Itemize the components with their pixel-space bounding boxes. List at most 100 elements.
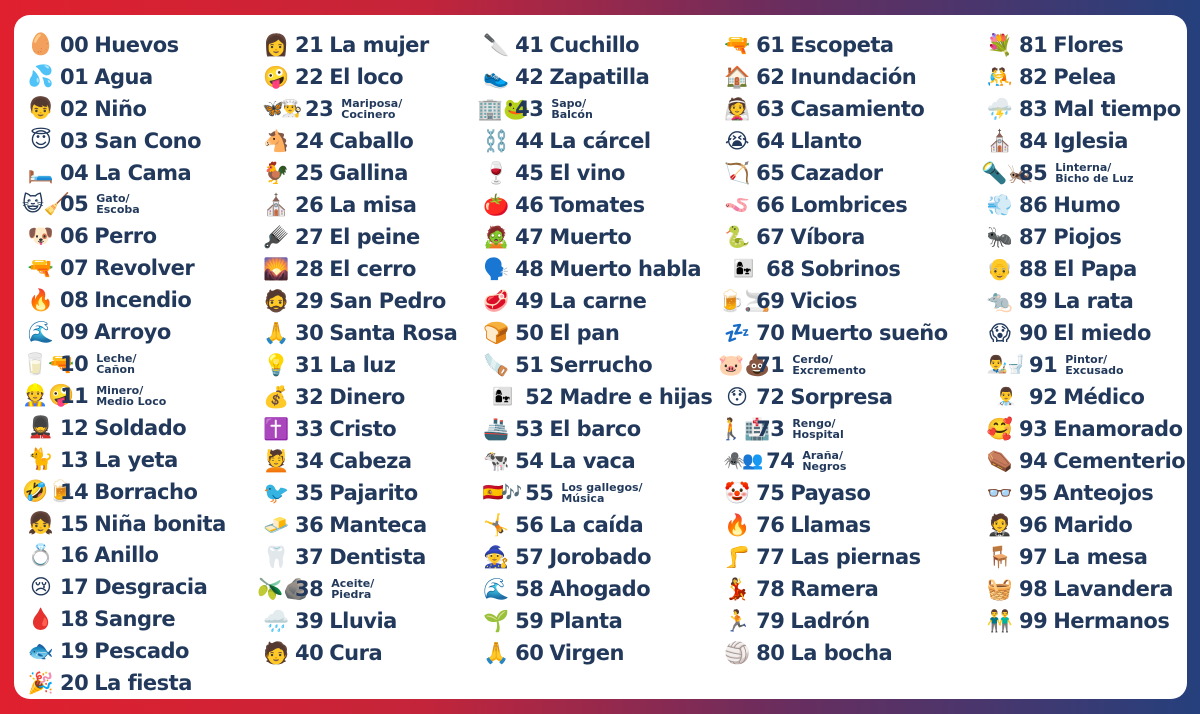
- item-label: Linterna/ Bicho de Luz: [1055, 161, 1134, 185]
- item-label: La carne: [549, 289, 647, 313]
- item-label: Gato/ Escoba: [96, 192, 140, 217]
- item-emoji-icon: 🗣️: [483, 256, 510, 281]
- item-label: Rengo/ Hospital: [792, 417, 844, 441]
- item-label: Flores: [1053, 33, 1124, 57]
- list-item-76: 🔥 76 Llamas: [718, 509, 981, 541]
- item-emoji-icon: 💍: [27, 542, 55, 567]
- item-number: 93: [1019, 417, 1048, 441]
- item-emoji-icon: ⛓️: [483, 128, 510, 153]
- item-label: Leche/ Cañon: [96, 352, 137, 377]
- item-emoji-icon: 💆: [262, 448, 290, 473]
- item-label: Pintor/ Excusado: [1065, 353, 1124, 377]
- item-emoji-icon: 💐: [986, 32, 1014, 57]
- list-item-87: 🐜 87 Piojos: [981, 221, 1181, 253]
- list-item-91: 👨‍🎨🚽 91 Pintor/ Excusado: [981, 349, 1181, 381]
- list-item-36: 🧈 36 Manteca: [257, 509, 477, 541]
- item-number: 53: [515, 417, 544, 441]
- item-label: Cementerio: [1053, 449, 1186, 473]
- item-label: Ahogado: [549, 577, 651, 601]
- item-number: 03: [60, 128, 89, 153]
- item-emoji-icon: 💡: [262, 352, 290, 377]
- item-label: Planta: [549, 609, 623, 633]
- list-item-35: 🐦 35 Pajarito: [257, 477, 477, 509]
- item-label: Muerto: [549, 225, 632, 249]
- item-label: Ladrón: [790, 609, 870, 633]
- item-number: 72: [756, 385, 785, 409]
- item-label: Hermanos: [1053, 609, 1170, 633]
- list-item-33: ✝️ 33 Cristo: [257, 413, 477, 445]
- item-number: 43: [515, 97, 544, 121]
- list-item-63: 👰 63 Casamiento: [718, 93, 981, 125]
- item-emoji-icon: 👩‍👧: [733, 258, 754, 279]
- item-number: 44: [515, 129, 544, 153]
- list-item-92: 👨‍⚕️ 92 Médico: [981, 381, 1181, 413]
- item-emoji-icon: ⛪: [986, 128, 1014, 153]
- list-item-68: 👩‍👧 68 Sobrinos: [718, 253, 981, 285]
- list-item-70: 💤 70 Muerto sueño: [718, 317, 981, 349]
- item-label: El pan: [549, 321, 620, 345]
- list-item-61: 🔫 61 Escopeta: [718, 29, 981, 61]
- item-emoji-icon: ⚰️: [986, 448, 1014, 473]
- item-number: 30: [295, 321, 324, 345]
- item-number: 00: [60, 32, 89, 57]
- item-number: 17: [60, 575, 89, 600]
- item-emoji-icon: 🌱: [483, 608, 510, 633]
- item-emoji-icon: 👓: [986, 480, 1014, 505]
- item-label: Pajarito: [329, 481, 418, 505]
- item-emoji-icon: 🤡: [724, 480, 751, 505]
- list-item-75: 🤡 75 Payaso: [718, 477, 981, 509]
- list-item-32: 💰 32 Dinero: [257, 381, 477, 413]
- item-number: 07: [60, 256, 89, 281]
- item-number: 59: [515, 609, 544, 633]
- item-label: Inundación: [790, 65, 917, 89]
- item-number: 33: [295, 417, 324, 441]
- item-label: Minero/ Medio Loco: [96, 383, 167, 408]
- item-number: 31: [295, 353, 324, 377]
- item-number: 66: [756, 193, 785, 217]
- item-emoji-icon: 💃: [724, 576, 751, 601]
- list-item-17: 😢 17 Desgracia: [22, 571, 257, 603]
- item-label: Muerto habla: [549, 257, 702, 281]
- item-emoji-icon: ✝️: [262, 416, 290, 441]
- item-emoji-icon: 👰: [724, 96, 751, 121]
- item-emoji-icon: ⛪: [262, 192, 290, 217]
- item-number: 48: [515, 257, 544, 281]
- item-emoji-icon: 🤸: [483, 512, 510, 537]
- item-number: 95: [1019, 481, 1048, 505]
- item-number: 74: [766, 449, 795, 473]
- item-number: 32: [295, 385, 324, 409]
- item-number: 15: [60, 511, 89, 536]
- item-emoji-icon: 🧑: [262, 640, 290, 665]
- item-label: Tomates: [549, 193, 645, 217]
- item-label: Cristo: [329, 417, 397, 441]
- item-number: 60: [515, 641, 544, 665]
- list-item-10: 🥛🔫 10 Leche/ Cañon: [22, 348, 257, 380]
- item-emoji-icon: 🌄: [262, 256, 290, 281]
- item-number: 94: [1019, 449, 1048, 473]
- item-emoji-icon: 🧺: [986, 576, 1014, 601]
- item-number: 39: [295, 609, 324, 633]
- item-number: 84: [1019, 129, 1048, 153]
- item-label: Cerdo/ Excremento: [792, 353, 866, 377]
- item-label: Cazador: [790, 161, 883, 185]
- item-number: 65: [756, 161, 785, 185]
- item-label: Iglesia: [1053, 129, 1128, 153]
- item-emoji-icon: 🦵: [724, 544, 751, 569]
- column-5: 💐 81 Flores 🤼 82 Pelea ⛈️ 83 Mal tiempo ⛪ 84 Iglesi…: [981, 29, 1186, 699]
- item-emoji-icon: 🇪🇸🎶: [482, 482, 522, 503]
- item-emoji-icon: 🥛🔫: [22, 351, 75, 376]
- item-emoji-icon: 🥰: [986, 416, 1014, 441]
- item-number: 76: [756, 513, 785, 537]
- item-number: 01: [60, 64, 89, 89]
- list-item-74: 🕷️👥 74 Araña/ Negros: [718, 445, 981, 477]
- item-label: Desgracia: [94, 575, 208, 600]
- item-emoji-icon: 🔫: [724, 32, 751, 57]
- item-emoji-icon: 🚢: [483, 416, 510, 441]
- list-item-38: 🫒🪨 38 Aceite/ Piedra: [257, 573, 477, 605]
- item-label: El barco: [549, 417, 641, 441]
- item-label: La luz: [329, 353, 396, 377]
- list-item-71: 🐷💩 71 Cerdo/ Excremento: [718, 349, 981, 381]
- item-label: Gallina: [329, 161, 408, 185]
- item-label: Marido: [1053, 513, 1133, 537]
- item-number: 34: [295, 449, 324, 473]
